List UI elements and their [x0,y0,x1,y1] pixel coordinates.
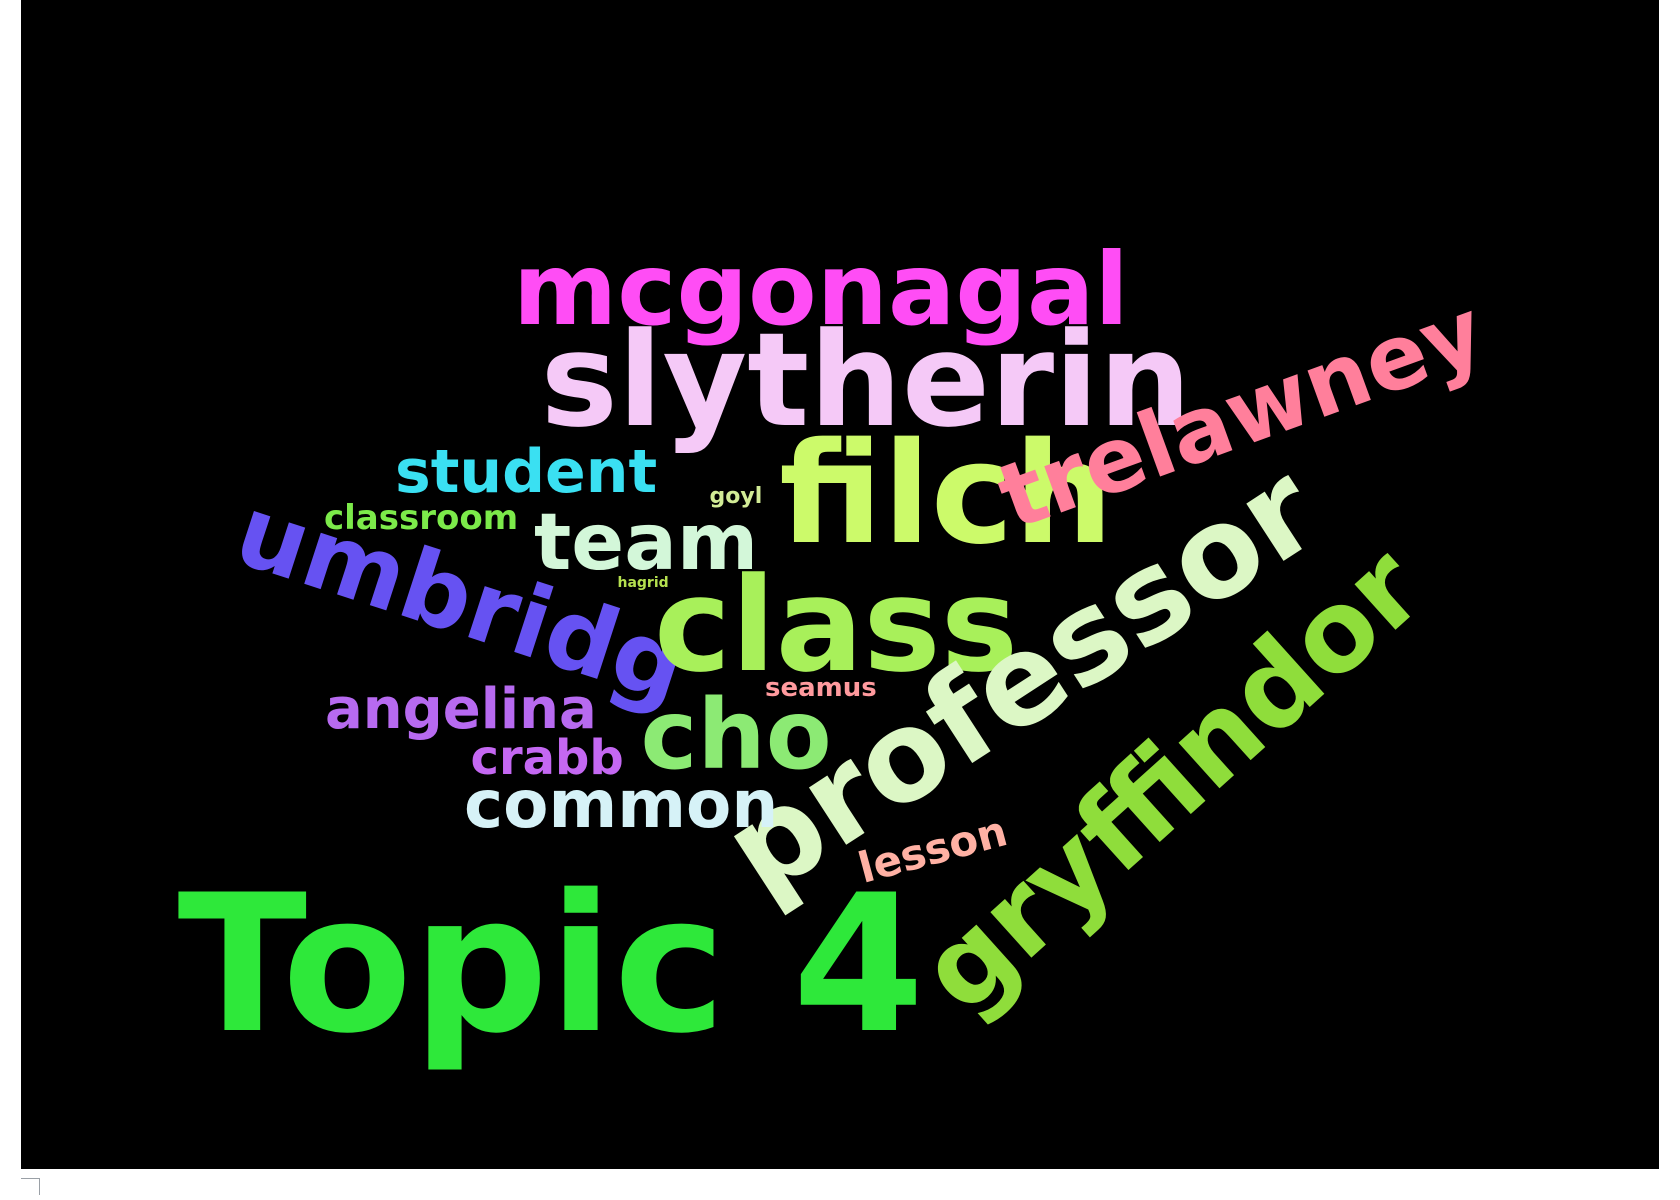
word-cho: cho [640,679,832,791]
word-seamus: seamus [765,673,877,703]
word-topic-4: Topic 4 [177,854,925,1075]
word-classroom: classroom [324,498,519,538]
word-mcgonagal: mcgonagal [513,231,1129,348]
word-student: student [395,437,658,507]
word-common: common [464,766,779,843]
word-hagrid: hagrid [617,575,669,591]
word-crabb: crabb [470,730,624,786]
word-cloud-panel: mcgonagal slytherin filch trelawney stud… [21,0,1659,1169]
word-goyl: goyl [709,484,763,509]
word-team: team [534,498,759,588]
word-angelina: angelina [325,677,597,742]
word-class: class [654,549,1019,701]
word-slytherin: slytherin [540,304,1192,456]
corner-mark [21,1178,40,1195]
word-filch: filch [779,413,1114,576]
